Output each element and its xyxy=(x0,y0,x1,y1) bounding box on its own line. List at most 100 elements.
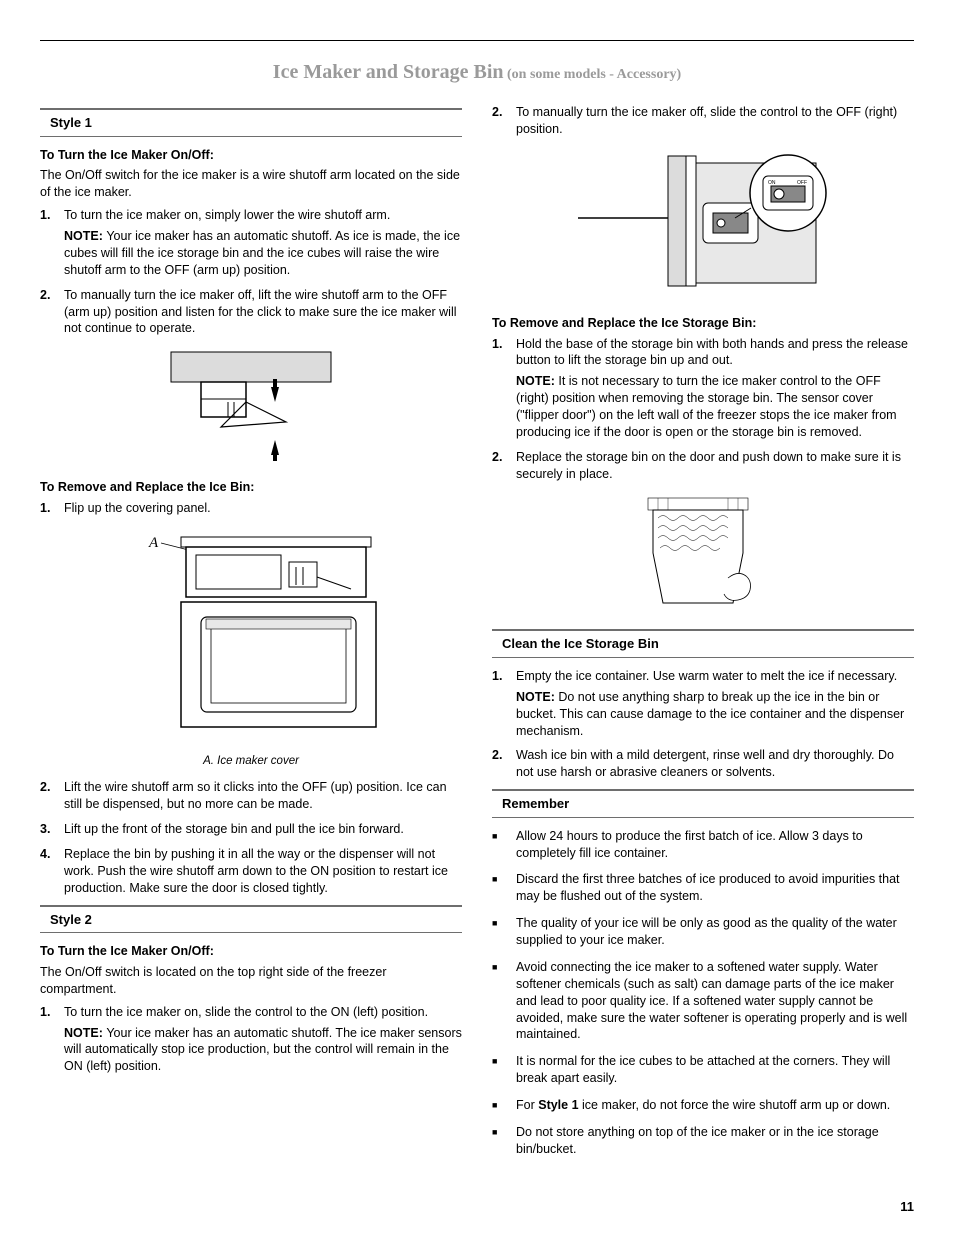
list-item: Do not store anything on top of the ice … xyxy=(492,1124,914,1158)
s2-turn-intro: The On/Off switch is located on the top … xyxy=(40,964,462,998)
step-number: 2. xyxy=(40,287,64,338)
note-label: NOTE: xyxy=(516,690,558,704)
two-column-layout: Style 1 To Turn the Ice Maker On/Off: Th… xyxy=(40,100,914,1168)
txt: ice maker, do not force the wire shutoff… xyxy=(579,1098,891,1112)
step-content: To turn the ice maker on, slide the cont… xyxy=(64,1004,462,1076)
figure-caption: A. Ice maker cover xyxy=(40,754,462,770)
s1-remove-list-cont: 2. Lift the wire shutoff arm so it click… xyxy=(40,779,462,896)
step-text: To manually turn the ice maker off, slid… xyxy=(516,104,914,138)
svg-text:ON: ON xyxy=(768,180,776,186)
list-item: 3. Lift up the front of the storage bin … xyxy=(40,821,462,838)
step-number: 2. xyxy=(492,747,516,781)
list-item: 2. Lift the wire shutoff arm so it click… xyxy=(40,779,462,813)
remember-list: Allow 24 hours to produce the first batc… xyxy=(492,828,914,1158)
item-text: The quality of your ice will be only as … xyxy=(516,915,914,949)
txt: For xyxy=(516,1098,538,1112)
list-item: The quality of your ice will be only as … xyxy=(492,915,914,949)
step-number: 2. xyxy=(40,779,64,813)
s1-remove-heading: To Remove and Replace the Ice Bin: xyxy=(40,479,462,496)
page-number: 11 xyxy=(40,1198,914,1216)
svg-text:A: A xyxy=(148,535,159,551)
s2-turn-list: 1. To turn the ice maker on, slide the c… xyxy=(40,1004,462,1076)
step-content: Hold the base of the storage bin with bo… xyxy=(516,336,914,441)
item-text: Do not store anything on top of the ice … xyxy=(516,1124,914,1158)
step-number: 4. xyxy=(40,846,64,897)
clean-heading: Clean the Ice Storage Bin xyxy=(492,629,914,658)
note: NOTE: It is not necessary to turn the ic… xyxy=(516,373,914,441)
list-item: 2. Wash ice bin with a mild detergent, r… xyxy=(492,747,914,781)
style2-heading: Style 2 xyxy=(40,905,462,934)
s1-turn-list: 1. To turn the ice maker on, simply lowe… xyxy=(40,207,462,337)
item-text: Allow 24 hours to produce the first batc… xyxy=(516,828,914,862)
figure-shutoff-arm xyxy=(40,347,462,467)
r-remove-heading: To Remove and Replace the Ice Storage Bi… xyxy=(492,315,914,332)
step-text: Empty the ice container. Use warm water … xyxy=(516,669,897,683)
step-text: Flip up the covering panel. xyxy=(64,500,462,517)
figure-control-panel: ON OFF xyxy=(492,148,914,303)
item-text: For Style 1 ice maker, do not force the … xyxy=(516,1097,914,1114)
ice-maker-cover-illustration: A xyxy=(121,527,381,737)
note-label: NOTE: xyxy=(64,1026,106,1040)
step-text: Hold the base of the storage bin with bo… xyxy=(516,337,908,368)
step-number: 1. xyxy=(40,1004,64,1076)
step-number: 1. xyxy=(492,668,516,740)
list-item: 4. Replace the bin by pushing it in all … xyxy=(40,846,462,897)
right-column: 2. To manually turn the ice maker off, s… xyxy=(492,100,914,1168)
remember-heading: Remember xyxy=(492,789,914,818)
clean-list: 1. Empty the ice container. Use warm wat… xyxy=(492,668,914,781)
note: NOTE: Your ice maker has an automatic sh… xyxy=(64,1025,462,1076)
step-text: Lift up the front of the storage bin and… xyxy=(64,821,462,838)
s1-remove-list: 1. Flip up the covering panel. xyxy=(40,500,462,517)
step-text: To turn the ice maker on, simply lower t… xyxy=(64,208,390,222)
step-content: To turn the ice maker on, simply lower t… xyxy=(64,207,462,279)
step-number: 1. xyxy=(40,207,64,279)
note-text: Your ice maker has an automatic shutoff.… xyxy=(64,1026,462,1074)
step-number: 2. xyxy=(492,104,516,138)
left-column: Style 1 To Turn the Ice Maker On/Off: Th… xyxy=(40,100,462,1168)
step-text: Replace the bin by pushing it in all the… xyxy=(64,846,462,897)
step-number: 1. xyxy=(492,336,516,441)
list-item: Avoid connecting the ice maker to a soft… xyxy=(492,959,914,1043)
step-text: Replace the storage bin on the door and … xyxy=(516,449,914,483)
note-label: NOTE: xyxy=(516,374,558,388)
step-text: To manually turn the ice maker off, lift… xyxy=(64,287,462,338)
step-text: Wash ice bin with a mild detergent, rins… xyxy=(516,747,914,781)
note-text: Do not use anything sharp to break up th… xyxy=(516,690,904,738)
s2-turn-list-cont: 2. To manually turn the ice maker off, s… xyxy=(492,104,914,138)
step-text: Lift the wire shutoff arm so it clicks i… xyxy=(64,779,462,813)
list-item: 1. Hold the base of the storage bin with… xyxy=(492,336,914,441)
list-item: 2. To manually turn the ice maker off, l… xyxy=(40,287,462,338)
svg-text:OFF: OFF xyxy=(797,180,807,186)
step-number: 3. xyxy=(40,821,64,838)
item-text: Discard the first three batches of ice p… xyxy=(516,871,914,905)
control-illustration: ON OFF xyxy=(573,148,833,298)
list-item: It is normal for the ice cubes to be att… xyxy=(492,1053,914,1087)
s1-turn-intro: The On/Off switch for the ice maker is a… xyxy=(40,167,462,201)
top-rule xyxy=(40,40,914,41)
figure-storage-bin xyxy=(492,493,914,618)
item-text: It is normal for the ice cubes to be att… xyxy=(516,1053,914,1087)
note-label: NOTE: xyxy=(64,229,106,243)
list-item: Allow 24 hours to produce the first batc… xyxy=(492,828,914,862)
list-item: For Style 1 ice maker, do not force the … xyxy=(492,1097,914,1114)
list-item: 1. To turn the ice maker on, simply lowe… xyxy=(40,207,462,279)
style1-heading: Style 1 xyxy=(40,108,462,137)
page-title: Ice Maker and Storage Bin (on some model… xyxy=(40,59,914,86)
note-text: Your ice maker has an automatic shutoff.… xyxy=(64,229,460,277)
figure-ice-maker-cover: A xyxy=(40,527,462,742)
list-item: 2. To manually turn the ice maker off, s… xyxy=(492,104,914,138)
s1-turn-heading: To Turn the Ice Maker On/Off: xyxy=(40,147,462,164)
step-number: 2. xyxy=(492,449,516,483)
item-text: Avoid connecting the ice maker to a soft… xyxy=(516,959,914,1043)
step-content: Empty the ice container. Use warm water … xyxy=(516,668,914,740)
step-number: 1. xyxy=(40,500,64,517)
note: NOTE: Do not use anything sharp to break… xyxy=(516,689,914,740)
r-remove-list: 1. Hold the base of the storage bin with… xyxy=(492,336,914,483)
title-sub: (on some models - Accessory) xyxy=(504,67,682,82)
note-text: It is not necessary to turn the ice make… xyxy=(516,374,897,439)
step-text: To turn the ice maker on, slide the cont… xyxy=(64,1005,428,1019)
list-item: 1. Flip up the covering panel. xyxy=(40,500,462,517)
list-item: 2. Replace the storage bin on the door a… xyxy=(492,449,914,483)
s2-turn-heading: To Turn the Ice Maker On/Off: xyxy=(40,943,462,960)
list-item: 1. Empty the ice container. Use warm wat… xyxy=(492,668,914,740)
